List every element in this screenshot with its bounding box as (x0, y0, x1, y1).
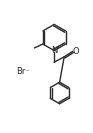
Text: O: O (72, 47, 79, 56)
Text: +: + (55, 45, 60, 50)
Text: Br⁻: Br⁻ (16, 67, 29, 76)
Text: N: N (51, 46, 57, 55)
